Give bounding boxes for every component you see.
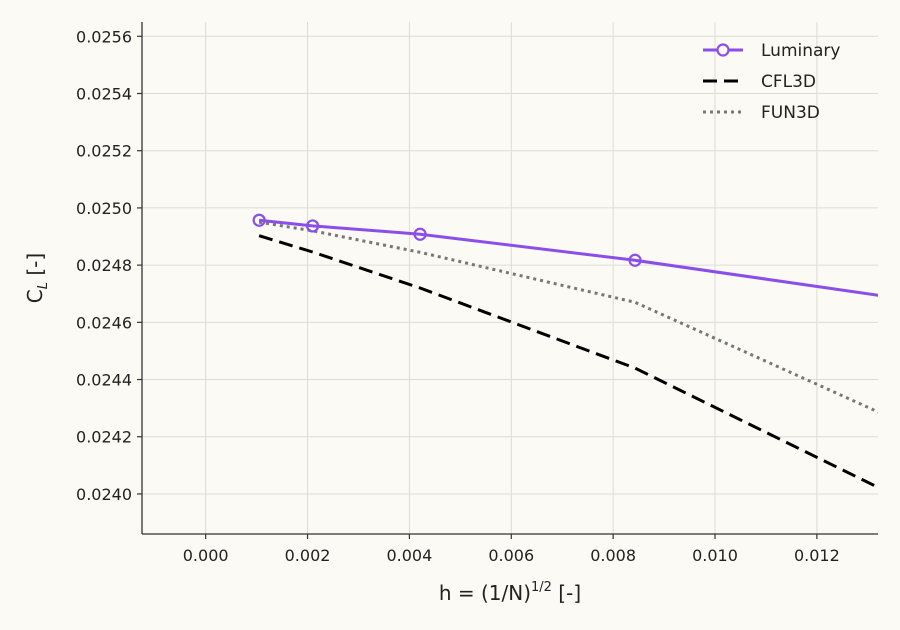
x-tick-label: 0.010 [692,546,738,565]
y-tick-label: 0.0256 [76,27,132,46]
y-tick-label: 0.0242 [76,428,132,447]
x-axis-title-tail: [-] [552,581,581,605]
x-axis-title-main: h = (1/N) [439,581,531,605]
data-point-luminary [306,219,320,233]
data-point-luminary [413,227,427,241]
legend-label-luminary: Luminary [761,41,840,61]
grid [142,22,878,534]
y-tick-label: 0.0250 [76,199,132,218]
x-axis-title: h = (1/N)1/2 [-] [439,580,581,605]
data-point-luminary [628,253,642,267]
x-tick-label: 0.004 [386,546,432,565]
x-tick-label: 0.002 [285,546,331,565]
y-tick-label: 0.0254 [76,85,132,104]
series-layer [252,213,878,489]
legend: Luminary CFL3D FUN3D [703,41,840,123]
axes [141,22,878,535]
y-axis-title: CL [-] [23,253,51,303]
y-tick-label: 0.0248 [76,256,132,275]
y-axis-title-main: C [23,289,47,303]
y-tick-label: 0.0252 [76,142,132,161]
ticks: 0.000 0.002 0.004 0.006 0.008 0.010 0.012 0.024… [76,27,840,565]
x-tick-label: 0.012 [794,546,840,565]
legend-marker-luminary [716,43,730,57]
y-axis-title-tail: [-] [23,253,47,282]
x-tick-label: 0.000 [183,546,229,565]
legend-label-fun3d: FUN3D [761,103,820,123]
legend-label-cfl3d: CFL3D [761,72,816,92]
y-tick-label: 0.0246 [76,313,132,332]
series-line-fun3d [258,220,878,414]
x-axis-title-sup: 1/2 [531,580,552,595]
x-tick-label: 0.008 [590,546,636,565]
series-line-luminary [258,218,878,297]
data-point-luminary [252,213,266,227]
x-tick-label: 0.006 [488,546,534,565]
series-line-cfl3d [258,234,878,489]
y-tick-label: 0.0240 [76,485,132,504]
y-axis-title-sub: L [36,282,51,289]
y-tick-label: 0.0244 [76,371,132,390]
